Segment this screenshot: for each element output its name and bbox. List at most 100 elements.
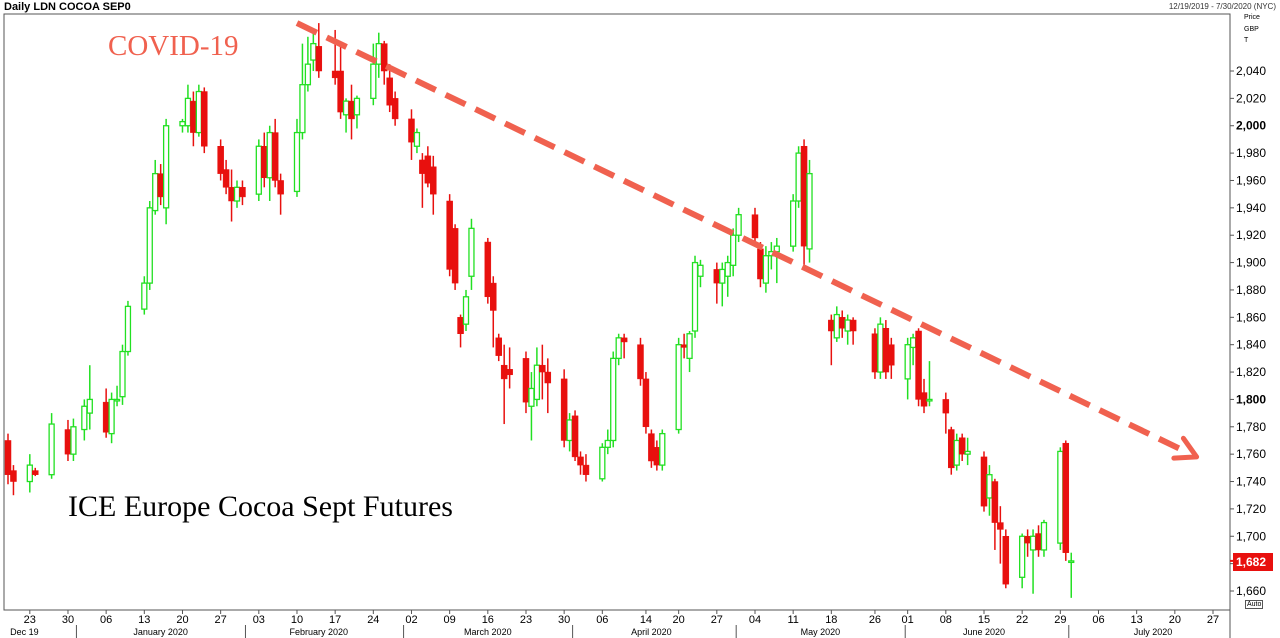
candle: [310, 29, 317, 71]
candle: [446, 194, 453, 277]
candle-body: [315, 46, 323, 72]
month-label: June 2020: [963, 627, 1005, 637]
x-tick-label: 30: [558, 614, 570, 626]
candle-body: [419, 159, 426, 174]
candle-body: [342, 100, 350, 116]
y-tick-label: 1,920: [1236, 228, 1266, 242]
candle: [299, 43, 306, 140]
trendline: [295, 20, 1189, 456]
auto-scale-button[interactable]: Auto: [1245, 600, 1264, 609]
candle: [26, 454, 33, 493]
candle-body: [915, 330, 922, 400]
candle: [108, 392, 115, 444]
candle: [179, 118, 186, 133]
candle: [342, 98, 350, 133]
month-label: February 2020: [290, 627, 349, 637]
candle-body: [653, 447, 661, 466]
candle-body: [964, 450, 971, 455]
candle: [713, 262, 721, 304]
y-tick-label: 1,800: [1236, 392, 1266, 406]
candles-layer: [4, 23, 1075, 598]
x-tick-label: 27: [1207, 614, 1219, 626]
candle: [1062, 440, 1070, 561]
candle: [293, 118, 301, 197]
x-tick-label: 11: [787, 614, 798, 626]
x-tick-label: 16: [482, 614, 494, 626]
y-tick-label: 2,040: [1236, 64, 1266, 78]
candle-body: [1035, 533, 1042, 551]
x-tick-label: 23: [520, 614, 532, 626]
candle-body: [179, 120, 186, 127]
candle-body: [32, 470, 39, 475]
candle-body: [637, 344, 644, 380]
candle: [528, 372, 535, 441]
candle: [506, 347, 513, 389]
candle-body: [375, 42, 382, 65]
candle-body: [162, 125, 170, 209]
candle: [222, 159, 230, 195]
candle: [724, 255, 731, 297]
candle: [195, 84, 202, 137]
candle-body: [1002, 536, 1010, 585]
candle: [233, 180, 241, 208]
price-label: Price: [1244, 14, 1260, 21]
month-label: January 2020: [133, 627, 188, 637]
candle: [277, 173, 284, 215]
candle-body: [1029, 535, 1037, 551]
candle: [637, 337, 644, 386]
candle-body: [1068, 560, 1075, 564]
y-tick-label: 1,940: [1236, 201, 1266, 215]
candle: [991, 478, 999, 550]
candle: [261, 132, 268, 188]
candle-body: [560, 378, 568, 441]
candle-body: [255, 145, 262, 195]
candle-body: [1019, 535, 1026, 578]
candle: [391, 91, 399, 126]
candle-body: [228, 187, 235, 202]
candle: [184, 84, 192, 133]
candle: [620, 333, 628, 359]
candle: [1057, 447, 1064, 550]
candle-body: [70, 426, 77, 455]
candle: [604, 429, 611, 455]
x-tick-label: 26: [869, 614, 881, 626]
candle: [610, 351, 617, 448]
candle-body: [113, 398, 121, 402]
x-tick-label: 18: [825, 614, 837, 626]
y-tick-label: 1,660: [1236, 584, 1266, 598]
month-label: March 2020: [464, 627, 512, 637]
x-tick-label: 29: [1054, 614, 1066, 626]
candle: [1040, 519, 1048, 557]
candle-body: [190, 100, 197, 133]
candle: [157, 164, 164, 206]
candle-body: [877, 323, 884, 373]
candle: [1019, 533, 1026, 589]
candle-body: [152, 172, 159, 212]
candle: [522, 351, 530, 414]
candle-body: [659, 432, 666, 466]
candle-body: [790, 200, 797, 247]
candle: [806, 159, 813, 263]
candle-body: [217, 146, 224, 174]
candle-body: [293, 131, 301, 193]
candle: [380, 40, 388, 85]
candle-body: [490, 282, 497, 311]
candle: [451, 224, 459, 290]
candle-body: [833, 313, 840, 339]
candle: [800, 139, 808, 270]
candle: [719, 262, 726, 307]
candle-body: [277, 180, 284, 195]
candle: [909, 333, 917, 366]
candle-body: [64, 429, 72, 455]
candle-body: [201, 91, 208, 147]
candle-body: [195, 90, 202, 134]
candle-body: [86, 398, 93, 414]
candle-body: [719, 268, 726, 284]
candle-body: [1057, 450, 1064, 544]
candle: [904, 337, 911, 400]
candle: [141, 276, 148, 315]
x-tick-label: 01: [902, 614, 914, 626]
candle: [113, 385, 121, 407]
x-tick-label: 20: [176, 614, 188, 626]
candle-body: [495, 337, 502, 356]
